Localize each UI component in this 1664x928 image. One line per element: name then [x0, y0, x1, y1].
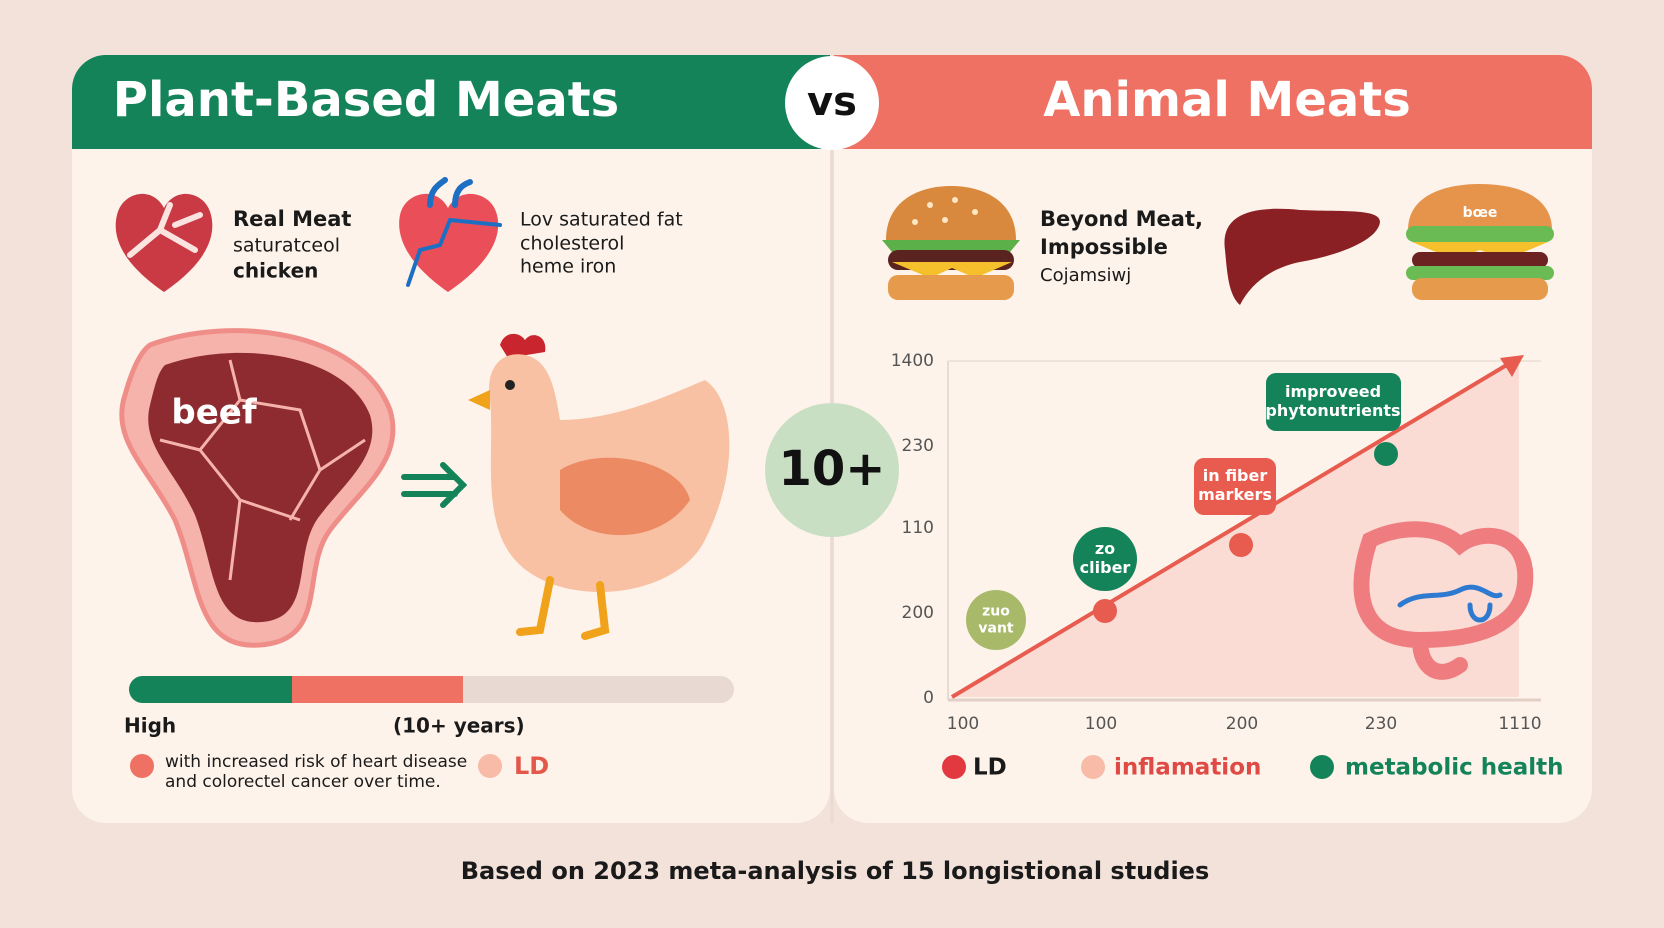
callout — [1194, 458, 1276, 515]
callout-label: vant — [978, 621, 1014, 637]
x-tick-label: 1110 — [1498, 714, 1541, 734]
item-line: Real Meat — [233, 207, 351, 231]
legend-label: metabolic health — [1345, 755, 1564, 781]
left-title: Plant-Based Meats — [113, 72, 619, 128]
x-tick-label: 100 — [947, 714, 979, 734]
callout — [1266, 373, 1401, 431]
callout-label: phytonutrients — [1265, 401, 1400, 420]
heart-icon — [115, 193, 213, 292]
right-header — [834, 55, 1592, 149]
point — [1093, 599, 1117, 623]
legend-dot — [942, 755, 966, 779]
burger-icon — [882, 186, 1020, 300]
steak-icon — [119, 328, 396, 648]
burger-label: bœe — [1463, 205, 1498, 221]
item-line: heme iron — [520, 256, 616, 278]
x-tick-label: 200 — [1226, 714, 1258, 734]
legend-note: and colorectel cancer over time. — [165, 772, 441, 792]
left-header — [72, 55, 830, 149]
item-line: Impossible — [1040, 235, 1168, 259]
y-tick-label: 200 — [902, 603, 934, 623]
liver-icon — [1224, 208, 1380, 305]
item-line: Cojamsiwj — [1040, 265, 1131, 286]
y-tick-label: 1400 — [891, 351, 934, 371]
callout — [1073, 527, 1137, 591]
point — [1374, 442, 1398, 466]
legend-label: LD — [973, 755, 1007, 781]
item-line: chicken — [233, 259, 318, 283]
legend-dot — [1310, 755, 1334, 779]
vs-circle — [785, 56, 879, 150]
legend-label: inflamation — [1114, 755, 1261, 781]
legend-dot — [130, 754, 154, 778]
badge — [765, 403, 899, 537]
y-tick-label: 230 — [902, 436, 934, 456]
item-line: Lov saturated fat — [520, 209, 683, 231]
callout-label: improveed — [1285, 382, 1381, 401]
right-title: Animal Meats — [1043, 72, 1411, 128]
legend-dot — [478, 754, 502, 778]
intestine-icon — [1353, 521, 1534, 680]
vs-label: vs — [807, 79, 857, 125]
steak-label: beef — [171, 393, 257, 433]
x-tick-label: 230 — [1365, 714, 1397, 734]
arrow-head — [1500, 355, 1524, 377]
bar-label: (10+ years) — [393, 714, 525, 738]
chicken-icon — [468, 333, 730, 640]
callout-label: zuo — [982, 604, 1010, 620]
legend-note: with increased risk of heart disease — [165, 752, 467, 772]
callout-label: in fiber — [1203, 466, 1268, 485]
badge-label: 10+ — [778, 441, 885, 497]
item-line: cholesterol — [520, 233, 624, 255]
callout — [966, 590, 1026, 650]
anatomical-heart-icon — [399, 177, 502, 292]
line-chart — [947, 355, 1541, 702]
legend-label: LD — [514, 752, 549, 780]
callout-label: markers — [1198, 485, 1272, 504]
item-line: Beyond Meat, — [1040, 207, 1203, 231]
callout-label: zo — [1095, 539, 1115, 558]
arrow-icon — [401, 462, 468, 508]
footer: Based on 2023 meta-analysis of 15 longis… — [461, 857, 1209, 885]
bar-label: High — [124, 714, 176, 738]
y-tick-label: 110 — [902, 518, 934, 538]
item-line: saturatceol — [233, 235, 340, 257]
callout-label: cliber — [1080, 558, 1131, 577]
legend-dot — [1081, 755, 1105, 779]
trend-line — [950, 361, 1512, 699]
y-tick-label: 0 — [923, 688, 934, 708]
x-tick-label: 100 — [1085, 714, 1117, 734]
progress-bar — [129, 676, 734, 703]
burger-icon — [1406, 184, 1554, 300]
point — [1229, 533, 1253, 557]
